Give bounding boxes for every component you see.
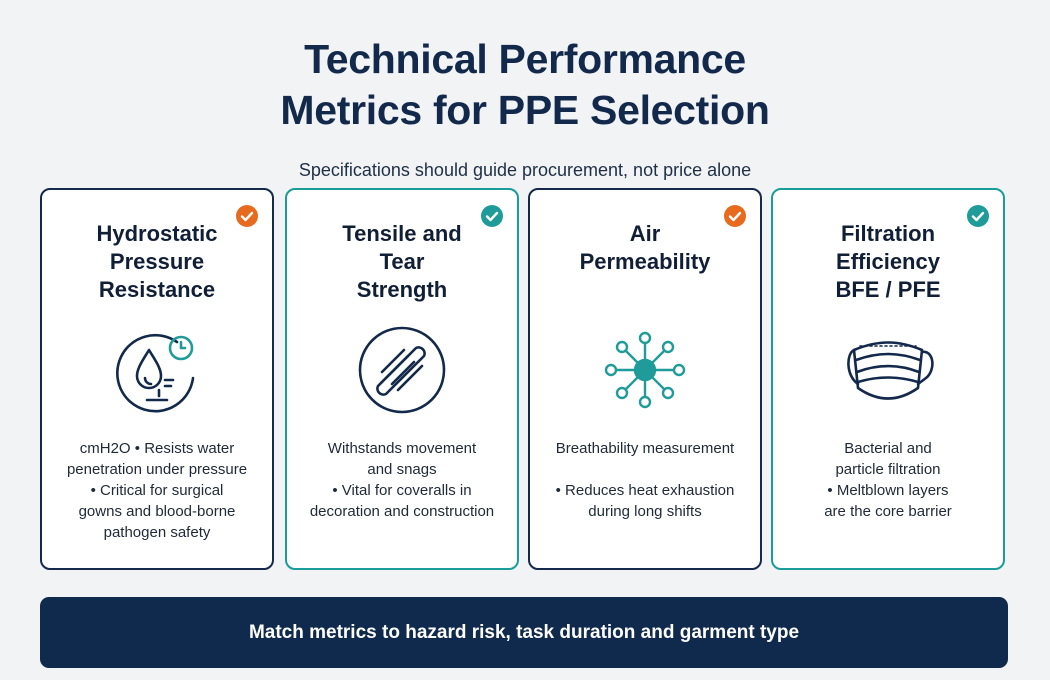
airflow-network-icon — [595, 320, 695, 420]
card-description: Breathability measurement • Reduces heat… — [540, 438, 750, 522]
metric-cards: Hydrostatic Pressure Resistance cmH2O • … — [40, 188, 1008, 572]
card-title: Hydrostatic Pressure Resistance — [50, 220, 264, 304]
card-filtration-efficiency: Filtration Efficiency BFE / PFE Bacteria… — [771, 188, 1005, 570]
card-desc-spacer — [540, 459, 750, 480]
card-title-line: Filtration — [840, 221, 936, 246]
check-badge-icon — [967, 205, 989, 227]
card-title: Filtration Efficiency BFE / PFE — [781, 220, 995, 304]
card-description: Bacterial and particle filtration • Melt… — [783, 438, 993, 522]
card-title-line: Hydrostatic — [96, 221, 218, 246]
footer-text: Match metrics to hazard risk, task durat… — [248, 621, 800, 643]
card-tensile-tear-strength: Tensile and Tear Strength Withstands mov… — [285, 188, 519, 570]
card-desc-line: are the core barrier — [824, 503, 952, 520]
water-drop-gauge-icon — [107, 320, 207, 420]
card-title-line: BFE / PFE — [835, 277, 941, 302]
card-description: cmH2O • Resists water penetration under … — [52, 438, 262, 543]
card-desc-line: Withstands movement — [327, 440, 477, 457]
card-air-permeability: Air Permeability Brea — [528, 188, 762, 570]
card-title-line: Tensile and — [342, 221, 462, 246]
card-desc-line: • Critical for surgical — [90, 482, 224, 499]
card-desc-line: • Reduces heat exhaustion — [555, 482, 735, 499]
fabric-strands-icon — [352, 320, 452, 420]
card-desc-line: and snags — [367, 461, 437, 478]
card-title-line: Strength — [356, 277, 448, 302]
page-title-line-1: Technical Performance — [304, 36, 746, 82]
check-badge-icon — [236, 205, 258, 227]
card-title-line: Pressure — [109, 249, 205, 274]
card-desc-line: particle filtration — [835, 461, 941, 478]
card-title-line: Permeability — [579, 249, 711, 274]
card-desc-line: • Meltblown layers — [827, 482, 949, 499]
card-title-line: Resistance — [98, 277, 216, 302]
footer-banner: Match metrics to hazard risk, task durat… — [40, 597, 1008, 668]
card-desc-line: cmH2O • Resists water — [79, 440, 235, 457]
page-title: Technical Performance Metrics for PPE Se… — [0, 34, 1050, 136]
card-title-line: Air — [629, 221, 661, 246]
card-description: Withstands movement and snags • Vital fo… — [297, 438, 507, 522]
page-subtitle: Specifications should guide procurement,… — [298, 160, 752, 180]
card-title: Air Permeability — [538, 220, 752, 276]
card-title: Tensile and Tear Strength — [295, 220, 509, 304]
check-badge-icon — [724, 205, 746, 227]
card-desc-line: gowns and blood-borne — [78, 503, 236, 520]
header: Technical Performance Metrics for PPE Se… — [0, 34, 1050, 181]
card-desc-line: decoration and construction — [309, 503, 495, 520]
card-desc-line: penetration under pressure — [66, 461, 248, 478]
card-hydrostatic-pressure: Hydrostatic Pressure Resistance cmH2O • … — [40, 188, 274, 570]
card-title-line: Efficiency — [836, 249, 940, 274]
card-desc-line: Breathability measurement — [555, 440, 735, 457]
face-mask-icon — [838, 320, 938, 420]
check-badge-icon — [481, 205, 503, 227]
card-desc-line: • Vital for coveralls in — [332, 482, 472, 499]
page-title-line-2: Metrics for PPE Selection — [280, 87, 770, 133]
card-desc-line: pathogen safety — [103, 524, 211, 541]
card-desc-line: during long shifts — [588, 503, 702, 520]
card-title-line: Tear — [379, 249, 425, 274]
card-desc-line: Bacterial and — [844, 440, 932, 457]
